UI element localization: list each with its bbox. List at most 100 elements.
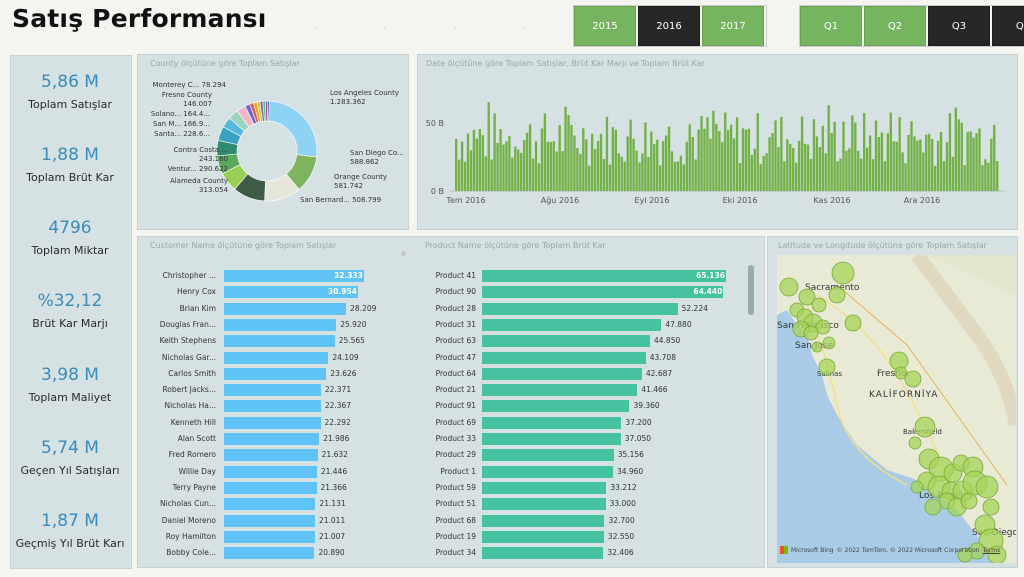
column-bar[interactable] [854, 122, 857, 191]
column-bar[interactable] [919, 139, 922, 191]
column-bar[interactable] [508, 135, 511, 191]
column-bar[interactable] [455, 139, 458, 191]
bar-row[interactable]: Product 1 34.960 [138, 465, 758, 479]
map-bubble[interactable] [894, 366, 908, 380]
bar[interactable] [482, 481, 607, 494]
column-bar[interactable] [534, 141, 538, 191]
column-bar[interactable] [481, 135, 484, 191]
column-bar[interactable] [484, 156, 487, 191]
bar[interactable] [482, 335, 650, 348]
column-bar[interactable] [874, 120, 878, 191]
bar-row[interactable]: Carlos Smith 23.626 [138, 367, 758, 381]
map-visual[interactable]: Sacramento San Francisco San Jose Salina… [777, 255, 1016, 563]
column-bar[interactable] [768, 137, 771, 191]
column-bar[interactable] [514, 146, 517, 191]
column-bar[interactable] [984, 159, 987, 191]
bar-row[interactable]: Kenneth Hill 22.292 [138, 416, 758, 430]
donut-slice[interactable] [267, 100, 270, 122]
map-terms-link[interactable]: Terms [982, 546, 1001, 554]
bar[interactable] [224, 514, 315, 527]
column-bar[interactable] [676, 161, 680, 191]
column-bar[interactable] [800, 116, 804, 191]
bar-row[interactable]: Product 47 43.708 [138, 351, 758, 365]
map-bubble[interactable] [844, 314, 862, 332]
column-bar[interactable] [715, 124, 718, 191]
bar[interactable] [224, 530, 315, 543]
column-bar[interactable] [623, 161, 626, 191]
column-bar[interactable] [463, 161, 467, 191]
column-bar[interactable] [765, 153, 768, 191]
bar[interactable] [224, 481, 317, 494]
map-bubble[interactable] [957, 547, 973, 563]
donut-slice[interactable] [268, 100, 318, 158]
column-bar[interactable] [558, 125, 561, 191]
bar-row[interactable]: Christopher ... 32.333 [138, 270, 758, 283]
column-bar[interactable] [638, 162, 641, 191]
column-bar[interactable] [771, 133, 774, 191]
column-bar[interactable] [629, 119, 632, 191]
column-bar[interactable] [706, 117, 709, 191]
column-bar[interactable] [469, 150, 473, 191]
column-chart-panel[interactable]: Date ölçütüne göre Toplam Satışlar, Brüt… [417, 54, 1018, 230]
column-bar[interactable] [505, 141, 508, 191]
column-bar[interactable] [892, 141, 895, 191]
bar-row[interactable]: Robert Jacks... 22.371 [138, 384, 758, 397]
bar-row[interactable]: Product 21 41.466 [138, 384, 758, 397]
bar[interactable] [224, 351, 329, 364]
bar[interactable] [224, 367, 327, 380]
column-bar[interactable] [883, 161, 887, 191]
column-bar[interactable] [812, 119, 816, 191]
column-bar[interactable] [688, 124, 691, 191]
column-bar[interactable] [741, 128, 745, 191]
column-bar[interactable] [851, 115, 854, 191]
column-bar[interactable] [656, 139, 659, 191]
column-bar[interactable] [460, 141, 464, 191]
map-bubble[interactable] [908, 436, 922, 450]
column-bar[interactable] [759, 164, 762, 191]
kpi-card[interactable]: 1,88 M Toplam Brüt Kar [11, 145, 129, 184]
bar-row[interactable]: Fred Romero 21.632 [138, 449, 758, 462]
column-bar[interactable] [570, 124, 573, 191]
column-bar[interactable] [537, 163, 541, 191]
column-bar[interactable] [721, 141, 724, 191]
year-2017-button[interactable]: 2017 [702, 6, 764, 46]
column-bar[interactable] [712, 110, 715, 191]
column-bar[interactable] [821, 125, 824, 191]
bar[interactable] [224, 270, 364, 282]
column-bar[interactable] [942, 161, 946, 191]
bar-row[interactable]: Product 41 65.136 [138, 270, 758, 283]
column-bar[interactable] [517, 149, 520, 191]
column-bar[interactable] [605, 116, 609, 191]
map-bubble[interactable] [904, 370, 922, 388]
bar-row[interactable]: Product 63 44.850 [138, 335, 758, 348]
kpi-card[interactable]: 1,87 M Geçmiş Yıl Brüt Karı [11, 511, 129, 550]
column-bar[interactable] [871, 159, 875, 191]
bar-row[interactable]: Product 90 64.440 [138, 286, 758, 299]
bar-row[interactable]: Brian Kim 28.209 [138, 302, 758, 316]
bar[interactable] [482, 351, 646, 364]
column-bar[interactable] [839, 158, 842, 191]
map-bubble[interactable] [960, 492, 978, 510]
column-bar[interactable] [990, 138, 993, 191]
column-bar[interactable] [933, 165, 937, 191]
column-bar[interactable] [659, 165, 662, 191]
column-bar[interactable] [582, 128, 585, 191]
column-bar[interactable] [910, 121, 913, 191]
column-bar[interactable] [475, 138, 479, 191]
column-bar[interactable] [954, 107, 958, 191]
column-bar[interactable] [978, 128, 981, 191]
column-bar[interactable] [602, 159, 606, 191]
column-bar[interactable] [860, 158, 863, 191]
column-bar[interactable] [650, 131, 653, 191]
bar-row[interactable]: Product 69 37.200 [138, 416, 758, 430]
quarter-q2-button[interactable]: Q2 [864, 6, 926, 46]
map-bubble[interactable] [831, 261, 855, 285]
column-bar[interactable] [886, 133, 890, 191]
bar-row[interactable]: Terry Payne 21.366 [138, 481, 758, 495]
column-bar[interactable] [579, 154, 582, 191]
map-bubble[interactable] [822, 336, 836, 350]
column-bar[interactable] [931, 138, 934, 191]
year-2016-button[interactable]: 2016 [638, 6, 700, 46]
bar[interactable] [224, 286, 359, 299]
